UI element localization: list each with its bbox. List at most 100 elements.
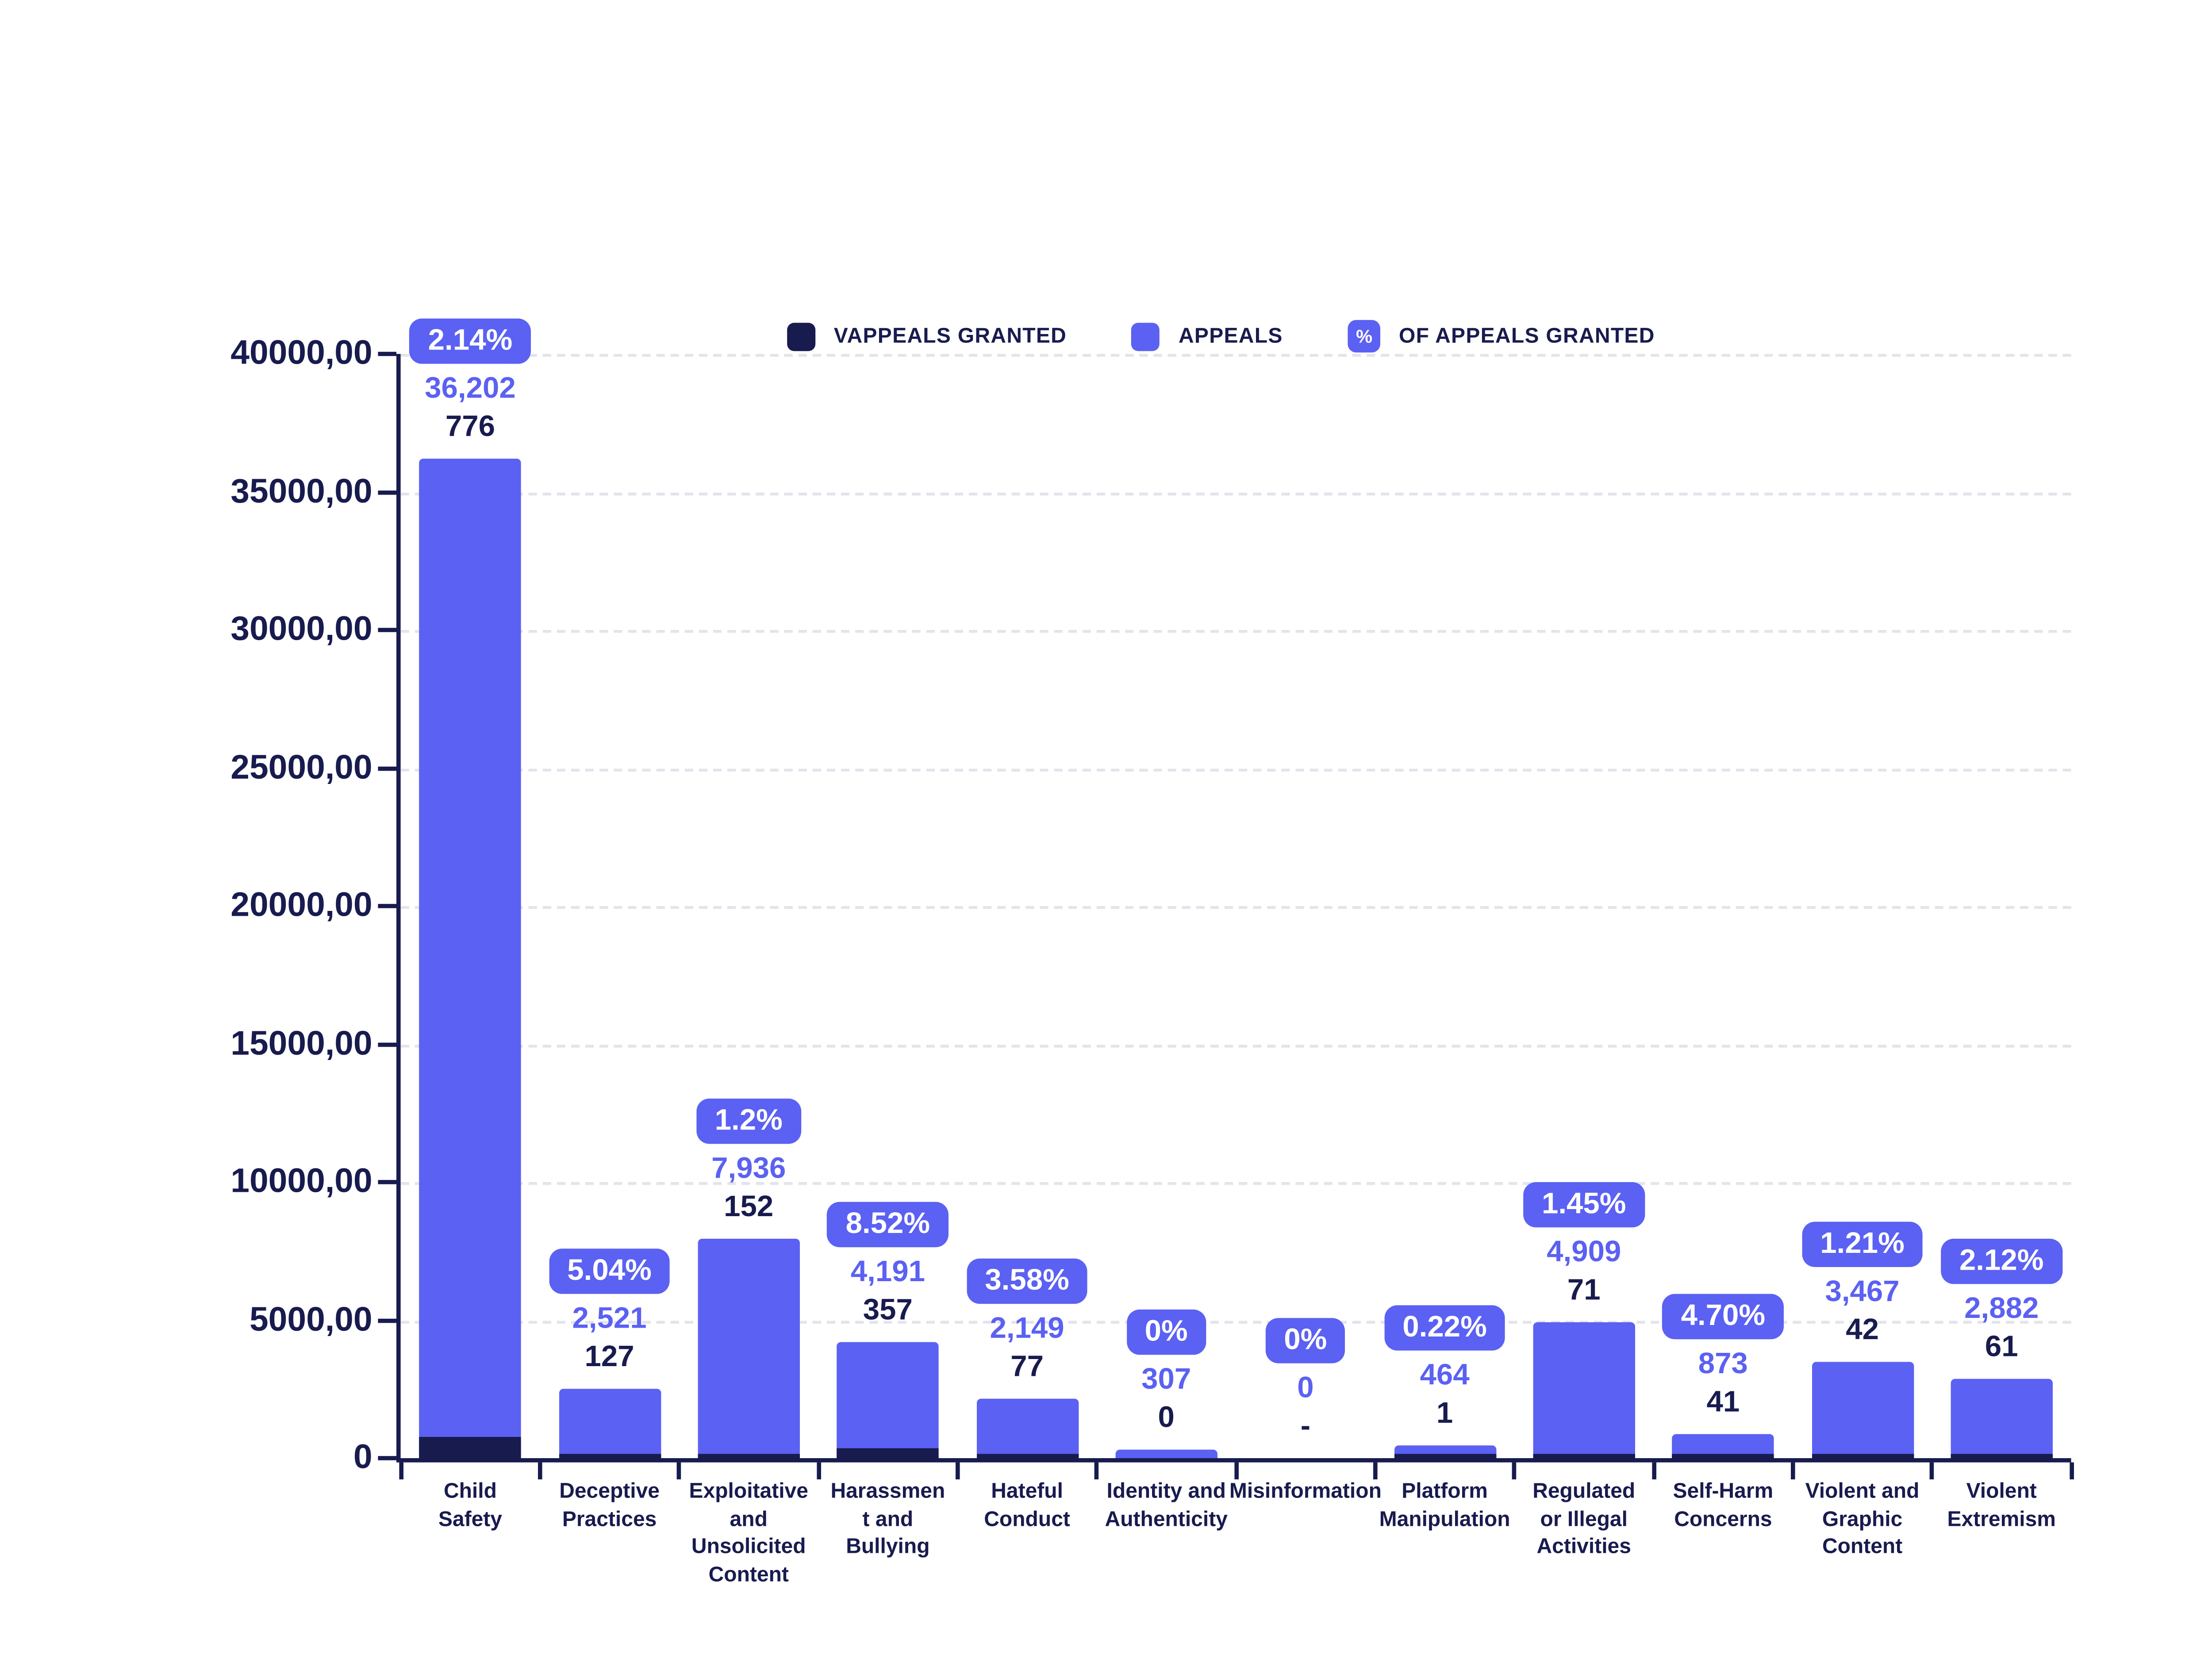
x-axis-tick: [2069, 1462, 2074, 1479]
appeals-granted-value: 42: [1846, 1313, 1879, 1346]
gridline: [400, 492, 2071, 495]
x-axis-tick: [538, 1462, 542, 1479]
appeals-bar: [1951, 1379, 2053, 1458]
bar-value-stack: 8.52% 4,191 357: [760, 1201, 1015, 1328]
x-axis-tick: [1930, 1462, 1934, 1479]
appeals-value: 7,936: [711, 1152, 786, 1185]
legend-item-appeals: APPEALS: [1132, 322, 1283, 350]
category-label: Harassmen t and Bullying: [830, 1479, 945, 1559]
appeals-granted-value: 41: [1706, 1386, 1740, 1418]
y-axis-tick: [378, 766, 396, 770]
bar-value-stack: 0% 307 0: [1039, 1309, 1294, 1436]
appeals-granted-bar: [1394, 1454, 1496, 1458]
appeals-granted-bar: [698, 1454, 800, 1458]
appeals-granted-bar: [1672, 1454, 1774, 1458]
x-axis-tick: [1790, 1462, 1795, 1479]
appeals-value: 2,521: [572, 1302, 647, 1335]
appeals-granted-value: 0: [1158, 1401, 1175, 1434]
y-axis-tick-label: 25000,00: [230, 748, 373, 787]
bar-value-stack: 5.04% 2,521 127: [482, 1248, 737, 1375]
y-axis-tick-label: 35000,00: [230, 472, 373, 511]
bar-value-stack: 1.21% 3,467 42: [1735, 1221, 1990, 1348]
y-axis-tick-label: 15000,00: [230, 1024, 373, 1063]
appeals-bar: [1533, 1322, 1635, 1458]
appeals-granted-value: 357: [863, 1294, 913, 1326]
bar-value-stack: 2.14% 36,202 776: [343, 318, 598, 445]
appeals-bar: [976, 1398, 1078, 1458]
percent-granted-badge: 3.58%: [966, 1258, 1088, 1303]
category-label: Identity and Authenticity: [1105, 1479, 1228, 1531]
appeals-granted-value: 152: [724, 1190, 774, 1223]
x-axis-tick: [1651, 1462, 1656, 1479]
appeals-value: 873: [1698, 1347, 1748, 1380]
percent-badge-icon: %: [1348, 320, 1381, 353]
y-axis-tick-label: 30000,00: [230, 610, 373, 649]
bar-value-stack: 2.12% 2,882 61: [1874, 1238, 2129, 1365]
percent-granted-badge: 2.14%: [410, 318, 531, 364]
y-axis-tick: [378, 1456, 396, 1460]
y-axis-tick: [378, 628, 396, 632]
bar-value-stack: 3.58% 2,149 77: [900, 1258, 1155, 1385]
gridline: [400, 768, 2071, 771]
gridline: [400, 906, 2071, 909]
y-axis-tick-label: 10000,00: [230, 1162, 373, 1201]
category-label: Violent and Graphic Content: [1805, 1479, 1920, 1559]
appeals-granted-bar: [837, 1448, 939, 1458]
category-label: Exploitative and Unsolicited Content: [689, 1479, 808, 1586]
gridline: [400, 354, 2071, 357]
appeals-granted-value: -: [1300, 1409, 1311, 1443]
appeals-granted-value: 61: [1985, 1330, 2018, 1363]
bar-value-stack: 1.45% 4,909 71: [1456, 1181, 1711, 1308]
y-axis-tick: [378, 904, 396, 908]
legend-label-appeals: APPEALS: [1178, 324, 1283, 349]
category-label: Self-Harm Concerns: [1673, 1479, 1774, 1531]
x-axis-tick: [1373, 1462, 1378, 1479]
percent-granted-badge: 1.2%: [696, 1098, 801, 1144]
appeals-bar: [419, 458, 522, 1458]
bar-value-stack: 4.70% 873 41: [1596, 1293, 1851, 1420]
percent-granted-badge: 0%: [1265, 1317, 1346, 1363]
percent-granted-badge: 1.45%: [1523, 1181, 1645, 1227]
appeals-granted-swatch-icon: [787, 322, 816, 350]
gridline: [400, 1044, 2071, 1047]
bar-value-stack: 1.2% 7,936 152: [621, 1098, 876, 1225]
appeals-value: 2,149: [990, 1312, 1064, 1344]
x-axis-tick: [677, 1462, 681, 1479]
y-axis-tick: [378, 1042, 396, 1046]
legend-label-appeals-granted: VAPPEALS GRANTED: [833, 324, 1067, 349]
appeals-granted-bar: [1951, 1454, 2053, 1458]
category-label: Child Safety: [438, 1479, 502, 1531]
appeals-value: 2,882: [1964, 1292, 2039, 1325]
gridline: [400, 630, 2071, 633]
appeals-swatch-icon: [1132, 322, 1160, 350]
percent-granted-badge: 5.04%: [549, 1248, 670, 1294]
category-label: Hateful Conduct: [984, 1479, 1070, 1531]
y-axis-tick: [378, 1180, 396, 1184]
x-axis-tick: [955, 1462, 960, 1479]
appeals-granted-value: 77: [1010, 1350, 1044, 1383]
appeals-granted-bar: [1533, 1454, 1635, 1458]
gridline: [400, 1182, 2071, 1185]
legend-label-percent-granted: OF APPEALS GRANTED: [1399, 324, 1655, 349]
gridline: [400, 1320, 2071, 1323]
x-axis-tick: [1094, 1462, 1099, 1479]
appeals-bar: [558, 1389, 661, 1458]
appeals-granted-value: 1: [1436, 1397, 1453, 1430]
appeals-bar: [698, 1239, 800, 1458]
y-axis-tick-label: 20000,00: [230, 886, 373, 925]
appeals-granted-bar: [976, 1454, 1078, 1458]
percent-granted-badge: 2.12%: [1941, 1238, 2062, 1284]
y-axis-tick: [378, 352, 396, 356]
appeals-granted-value: 776: [445, 410, 495, 443]
bar-chart-plot-area: 0 5000,00 10000,00 15000,00 20000,00 25000,00…: [230, 318, 2074, 1586]
bar-value-stack: 0% 0 -: [1178, 1317, 1433, 1444]
y-axis-tick: [378, 490, 396, 494]
category-label: Regulated or Illegal Activities: [1532, 1479, 1636, 1559]
percent-granted-badge: 8.52%: [827, 1201, 949, 1247]
appeals-bar: [1811, 1362, 1913, 1458]
appeals-granted-value: 71: [1567, 1274, 1601, 1306]
appeals-granted-bar: [419, 1437, 522, 1458]
y-axis-tick: [378, 1318, 396, 1322]
appeals-value: 36,202: [425, 372, 516, 404]
